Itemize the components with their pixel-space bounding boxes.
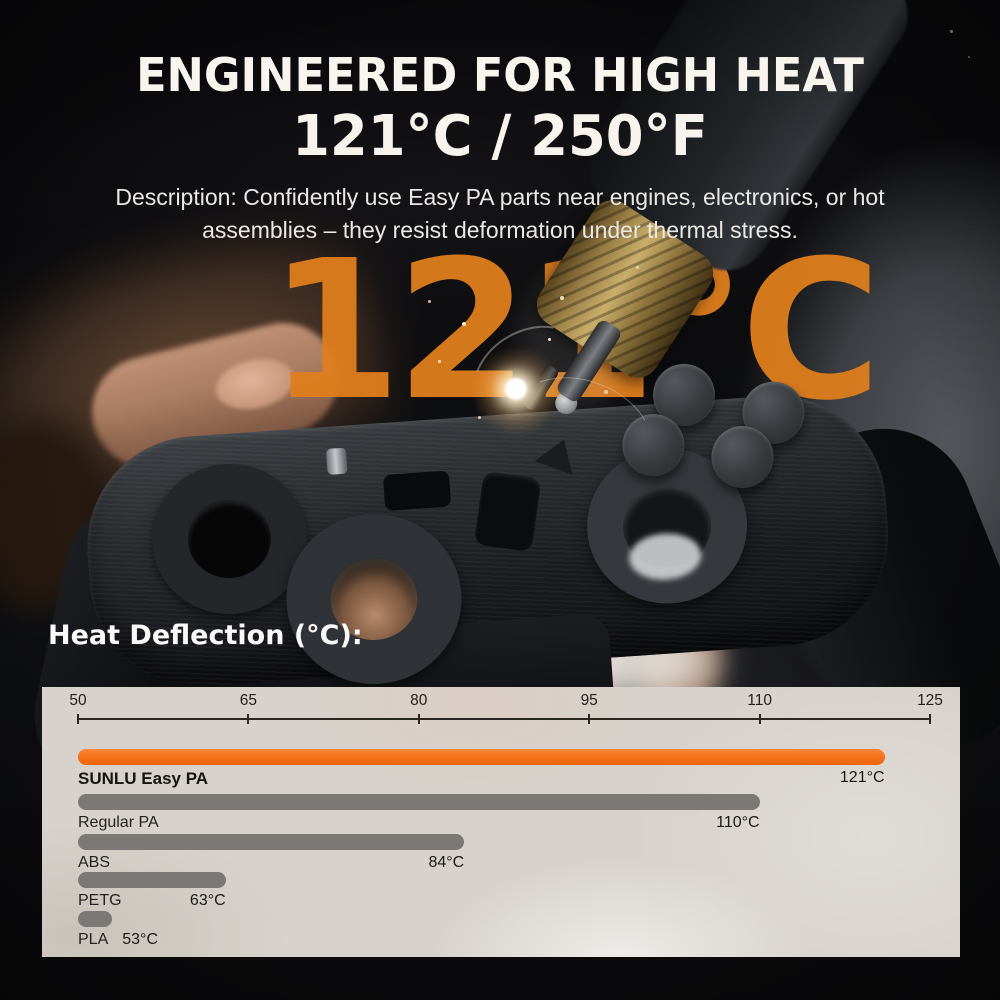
spark	[950, 30, 953, 33]
chart-row: SUNLU Easy PA 121°C	[78, 749, 930, 789]
chart-row: ABS 84°C	[78, 834, 930, 874]
page-title: ENGINEERED FOR HIGH HEAT	[136, 48, 864, 102]
bar	[78, 749, 885, 765]
chart-rows: SUNLU Easy PA 121°C Regular PA 110°C ABS 84°C…	[78, 687, 930, 957]
header: ENGINEERED FOR HIGH HEAT 121°C / 250°F D…	[0, 0, 1000, 247]
bar-name: SUNLU Easy PA	[78, 769, 209, 788]
axis-line	[78, 718, 930, 720]
spark	[428, 300, 431, 303]
axis-tick-label: 80	[410, 692, 428, 709]
chart-row: PLA 53°C	[78, 911, 930, 951]
bar-name: PETG	[78, 892, 122, 909]
description: Description: Confidently use Easy PA par…	[0, 181, 1000, 247]
axis-tick-label: 110	[747, 692, 772, 709]
bar-value: 121°C	[839, 769, 885, 786]
axis-tick-mark	[758, 714, 761, 724]
axis-tick-label: 95	[580, 692, 598, 709]
bar	[78, 834, 465, 850]
spark	[462, 322, 466, 326]
spark	[560, 296, 564, 300]
spark	[968, 56, 970, 58]
chart-row: PETG 63°C	[78, 872, 930, 912]
description-line-2: assemblies – they resist deformation und…	[202, 217, 798, 243]
bar	[78, 794, 760, 810]
axis-tick-mark	[929, 714, 931, 724]
spark-core	[505, 378, 527, 400]
spark	[438, 360, 441, 363]
axis-tick-mark	[588, 714, 591, 724]
temperature-headline: 121°C / 250°F	[292, 104, 708, 169]
bar	[78, 911, 113, 927]
axis-tick-mark	[77, 714, 79, 724]
axis-tick-label: 65	[239, 692, 258, 709]
chart-section-label: Heat Deflection (°C):	[48, 620, 363, 651]
bar	[78, 872, 226, 888]
bar-name: Regular PA	[78, 814, 159, 831]
spark	[604, 390, 608, 394]
bar-name: PLA	[78, 931, 109, 948]
bar-name: ABS	[78, 854, 111, 871]
bar-value: 84°C	[428, 854, 465, 871]
description-line-1: Description: Confidently use Easy PA par…	[115, 184, 885, 210]
heat-deflection-chart: 50 65 80 95 110 125 SUNLU Easy PA 121°C Regular…	[42, 687, 960, 957]
spark	[478, 416, 481, 419]
axis-tick-mark	[247, 714, 250, 724]
axis-tick-label: 50	[69, 692, 87, 709]
chart-row: Regular PA 110°C	[78, 794, 930, 834]
spark	[548, 338, 551, 341]
spark	[636, 266, 639, 269]
axis-tick-label: 125	[917, 692, 943, 709]
chart-axis: 50 65 80 95 110 125	[69, 687, 943, 747]
bar-value: 110°C	[716, 814, 760, 831]
bar-value: 63°C	[189, 892, 226, 909]
bar-value: 53°C	[122, 931, 158, 948]
axis-tick-mark	[417, 714, 420, 724]
